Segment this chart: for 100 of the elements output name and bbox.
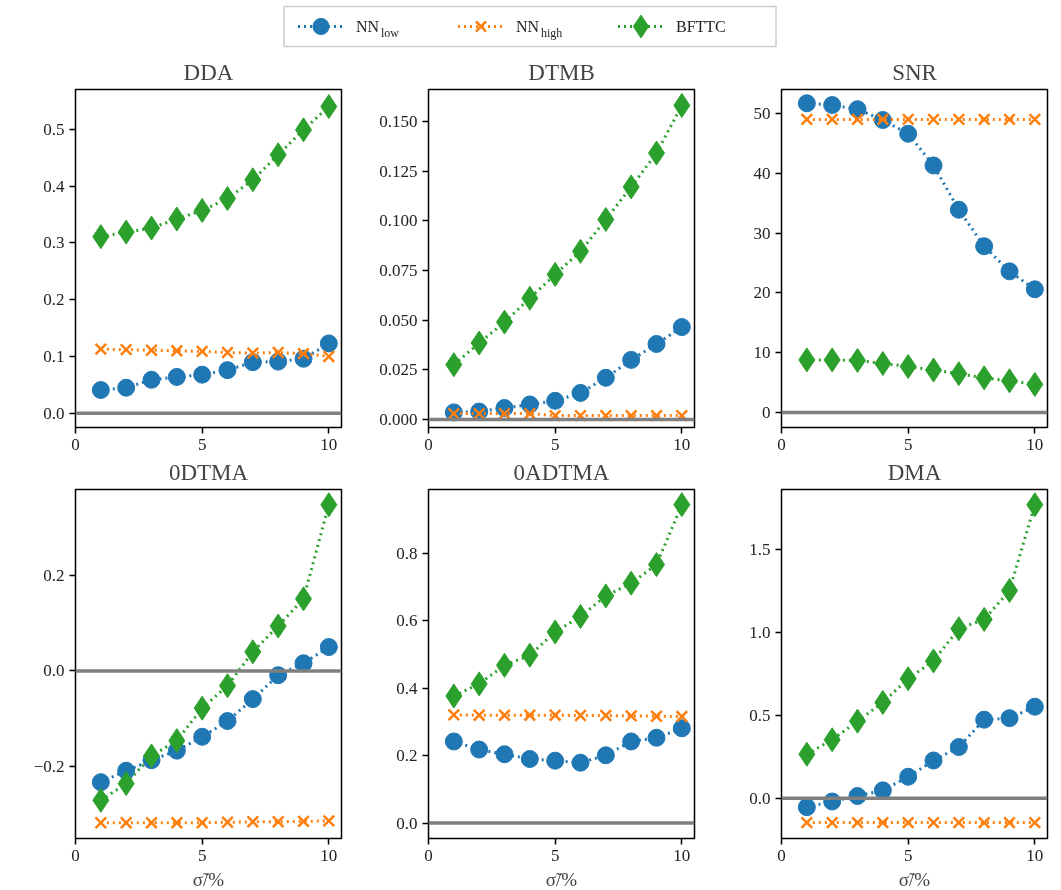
y-tick-label: 10 bbox=[753, 343, 771, 363]
point bbox=[117, 378, 136, 397]
point bbox=[520, 750, 539, 768]
point bbox=[899, 767, 918, 786]
x-tick-label: 0 bbox=[777, 845, 786, 865]
point bbox=[672, 318, 691, 337]
y-tick-label: 0.050 bbox=[379, 310, 418, 330]
point bbox=[548, 708, 562, 722]
point bbox=[1000, 709, 1019, 728]
chart-title: 0ADTMA bbox=[513, 459, 610, 485]
point bbox=[825, 816, 839, 830]
point bbox=[899, 124, 918, 143]
point bbox=[220, 815, 235, 829]
point bbox=[447, 708, 461, 722]
x-axis-title: σ̃/% bbox=[192, 868, 225, 890]
point bbox=[926, 112, 941, 126]
point bbox=[195, 344, 209, 358]
y-tick-label: 30 bbox=[753, 223, 771, 243]
point bbox=[647, 335, 666, 353]
x-tick-label: 5 bbox=[197, 845, 207, 865]
point bbox=[1025, 280, 1044, 299]
point bbox=[1002, 112, 1017, 126]
x-tick-label: 10 bbox=[320, 845, 338, 865]
y-tick-label: 0.025 bbox=[379, 360, 418, 380]
y-tick-label: 0.2 bbox=[43, 565, 65, 585]
point bbox=[952, 112, 966, 126]
point bbox=[622, 350, 641, 369]
point bbox=[319, 638, 338, 657]
point bbox=[271, 345, 285, 360]
point bbox=[319, 334, 338, 353]
y-tick-label: 1.0 bbox=[749, 622, 771, 642]
point bbox=[246, 346, 260, 360]
point bbox=[119, 816, 133, 830]
x-tick-label: 0 bbox=[71, 434, 80, 454]
x-tick-label: 5 bbox=[197, 434, 207, 454]
y-tick-label: 0.3 bbox=[43, 233, 65, 253]
point bbox=[850, 816, 865, 830]
point bbox=[596, 368, 615, 387]
point bbox=[926, 816, 941, 830]
point bbox=[167, 367, 186, 386]
y-tick-label: 0.125 bbox=[379, 161, 418, 181]
y-tick-label: −0.2 bbox=[33, 756, 65, 776]
point bbox=[901, 112, 915, 126]
x-tick-label: 10 bbox=[1026, 845, 1044, 865]
point bbox=[977, 816, 991, 830]
y-tick-label: 0.0 bbox=[749, 788, 771, 808]
chart-title: DMA bbox=[887, 459, 942, 485]
x-tick-label: 5 bbox=[550, 845, 560, 865]
point bbox=[193, 727, 212, 746]
x-axis-title: σ̃/% bbox=[898, 868, 931, 890]
point bbox=[647, 728, 666, 747]
x-tick-label: 10 bbox=[320, 434, 338, 454]
point bbox=[144, 343, 159, 357]
point bbox=[596, 746, 615, 765]
point bbox=[91, 773, 110, 792]
legend-label: BFTTC bbox=[676, 18, 726, 35]
point bbox=[495, 745, 514, 764]
point bbox=[1028, 816, 1042, 830]
point bbox=[901, 816, 915, 830]
chart-title: 0DTMA bbox=[168, 459, 249, 485]
point bbox=[825, 112, 839, 126]
point bbox=[546, 751, 565, 770]
point bbox=[497, 708, 512, 722]
point bbox=[546, 391, 565, 410]
chart-title: DTMB bbox=[528, 59, 595, 85]
point bbox=[193, 365, 212, 384]
point bbox=[800, 112, 814, 126]
y-tick-label: 0.150 bbox=[379, 111, 418, 131]
x-axis-title: σ̃/% bbox=[545, 868, 578, 890]
point bbox=[649, 709, 664, 723]
chart-title: SNR bbox=[892, 59, 938, 85]
point bbox=[144, 816, 159, 830]
point bbox=[91, 381, 110, 399]
point bbox=[444, 732, 463, 751]
x-tick-label: 5 bbox=[550, 434, 560, 454]
y-tick-label: 0.000 bbox=[379, 410, 418, 430]
x-tick-label: 5 bbox=[903, 434, 913, 454]
y-tick-label: 0.2 bbox=[396, 746, 418, 766]
point bbox=[170, 816, 184, 830]
y-tick-label: 0 bbox=[762, 403, 771, 423]
point bbox=[322, 814, 336, 828]
y-tick-label: 0.0 bbox=[43, 403, 65, 423]
point bbox=[952, 816, 966, 830]
y-tick-label: 0.0 bbox=[396, 813, 418, 833]
point bbox=[472, 708, 486, 722]
point bbox=[924, 751, 943, 770]
point bbox=[1025, 697, 1044, 716]
point bbox=[1002, 816, 1017, 830]
point bbox=[975, 237, 994, 256]
y-tick-label: 0.8 bbox=[396, 544, 418, 564]
point bbox=[975, 710, 994, 729]
y-tick-label: 50 bbox=[753, 103, 771, 123]
point bbox=[322, 349, 336, 364]
y-tick-label: 0.5 bbox=[43, 119, 65, 139]
x-tick-label: 10 bbox=[1026, 434, 1044, 454]
x-tick-label: 0 bbox=[71, 845, 80, 865]
point bbox=[195, 816, 209, 830]
point bbox=[218, 712, 237, 731]
point bbox=[823, 96, 842, 115]
x-tick-label: 5 bbox=[903, 845, 913, 865]
